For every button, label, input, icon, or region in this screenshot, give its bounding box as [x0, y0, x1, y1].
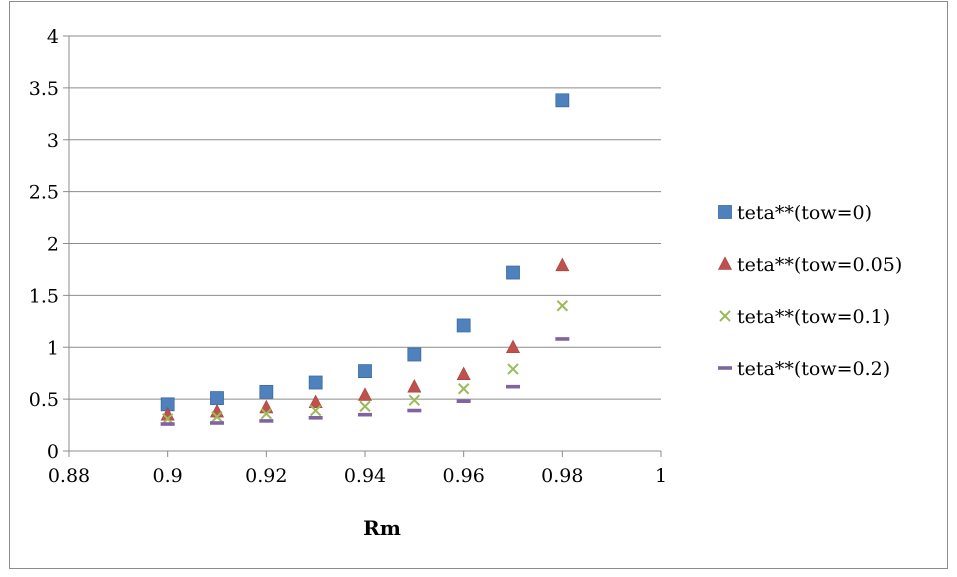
grid-lines [69, 35, 661, 400]
x-tick-labels: 0.88 0.9 0.92 0.94 0.96 0.98 1 [48, 465, 667, 487]
y-tick-label: 1.5 [29, 285, 59, 307]
legend-label: teta**(tow=0.1) [737, 306, 890, 328]
data-point-series-1 [210, 403, 224, 418]
axes [63, 35, 662, 457]
x-tick-label: 0.96 [443, 465, 485, 487]
data-point-series-2 [457, 383, 470, 395]
data-point-series-3 [308, 416, 323, 420]
legend: teta**(tow=0) teta**(tow=0.05) teta**(tow=… [718, 202, 902, 380]
data-point-series-3 [407, 408, 422, 413]
data-point-series-3 [210, 421, 224, 425]
data-point-series-0 [407, 347, 422, 362]
legend-marker [719, 310, 731, 322]
x-tick-label: 0.88 [48, 465, 90, 487]
y-tick-label: 2.5 [29, 182, 59, 204]
y-tick-label: 1 [47, 337, 59, 359]
data-point-series-2 [211, 411, 223, 423]
y-tick-label: 4 [47, 26, 59, 48]
legend-label: teta**(tow=0.2) [737, 358, 890, 380]
data-point-series-1 [358, 387, 372, 401]
data-points [160, 93, 570, 426]
data-point-series-0 [210, 391, 224, 405]
y-tick-labels: 0 0.5 1 1.5 2 2.5 3 3.5 4 [29, 26, 59, 463]
data-point-series-0 [259, 384, 274, 399]
y-tick-label: 3 [47, 130, 59, 152]
y-tick-label: 2 [47, 234, 59, 256]
data-point-series-1 [308, 394, 323, 409]
data-point-series-3 [506, 384, 520, 389]
chart-frame [9, 1, 948, 569]
data-point-series-3 [259, 419, 274, 423]
legend-label: teta**(tow=0) [737, 202, 872, 224]
data-point-series-3 [358, 412, 372, 417]
data-point-series-2 [260, 407, 273, 420]
data-point-series-1 [259, 399, 274, 414]
data-point-series-2 [161, 413, 174, 425]
x-tick-label: 0.94 [344, 465, 386, 487]
data-point-series-0 [358, 364, 372, 379]
data-point-series-2 [507, 363, 519, 375]
data-point-series-2 [556, 300, 569, 312]
legend-marker [718, 205, 732, 219]
y-tick-label: 3.5 [29, 78, 59, 100]
x-tick-label: 1 [655, 465, 667, 487]
data-point-series-0 [555, 93, 570, 108]
y-tick-label: 0 [47, 441, 59, 463]
data-point-series-2 [408, 394, 421, 406]
legend-marker [718, 366, 732, 370]
x-tick-label: 0.98 [541, 465, 583, 487]
legend-marker [718, 256, 732, 270]
data-point-series-1 [407, 379, 422, 393]
data-point-series-0 [506, 265, 520, 280]
data-point-series-1 [555, 257, 570, 272]
data-point-series-2 [309, 404, 322, 417]
data-point-series-1 [456, 366, 471, 381]
data-point-series-0 [456, 318, 471, 333]
data-point-series-1 [506, 339, 520, 354]
x-tick-label: 0.92 [245, 465, 287, 487]
data-point-series-3 [555, 337, 570, 341]
y-tick-label: 0.5 [29, 389, 59, 411]
legend-label: teta**(tow=0.05) [737, 254, 902, 276]
x-axis-label: Rm [363, 516, 401, 540]
data-point-series-3 [456, 399, 471, 403]
data-point-series-3 [160, 422, 175, 426]
data-point-series-2 [359, 400, 371, 413]
x-tick-label: 0.9 [153, 465, 183, 487]
data-point-series-0 [308, 375, 323, 390]
